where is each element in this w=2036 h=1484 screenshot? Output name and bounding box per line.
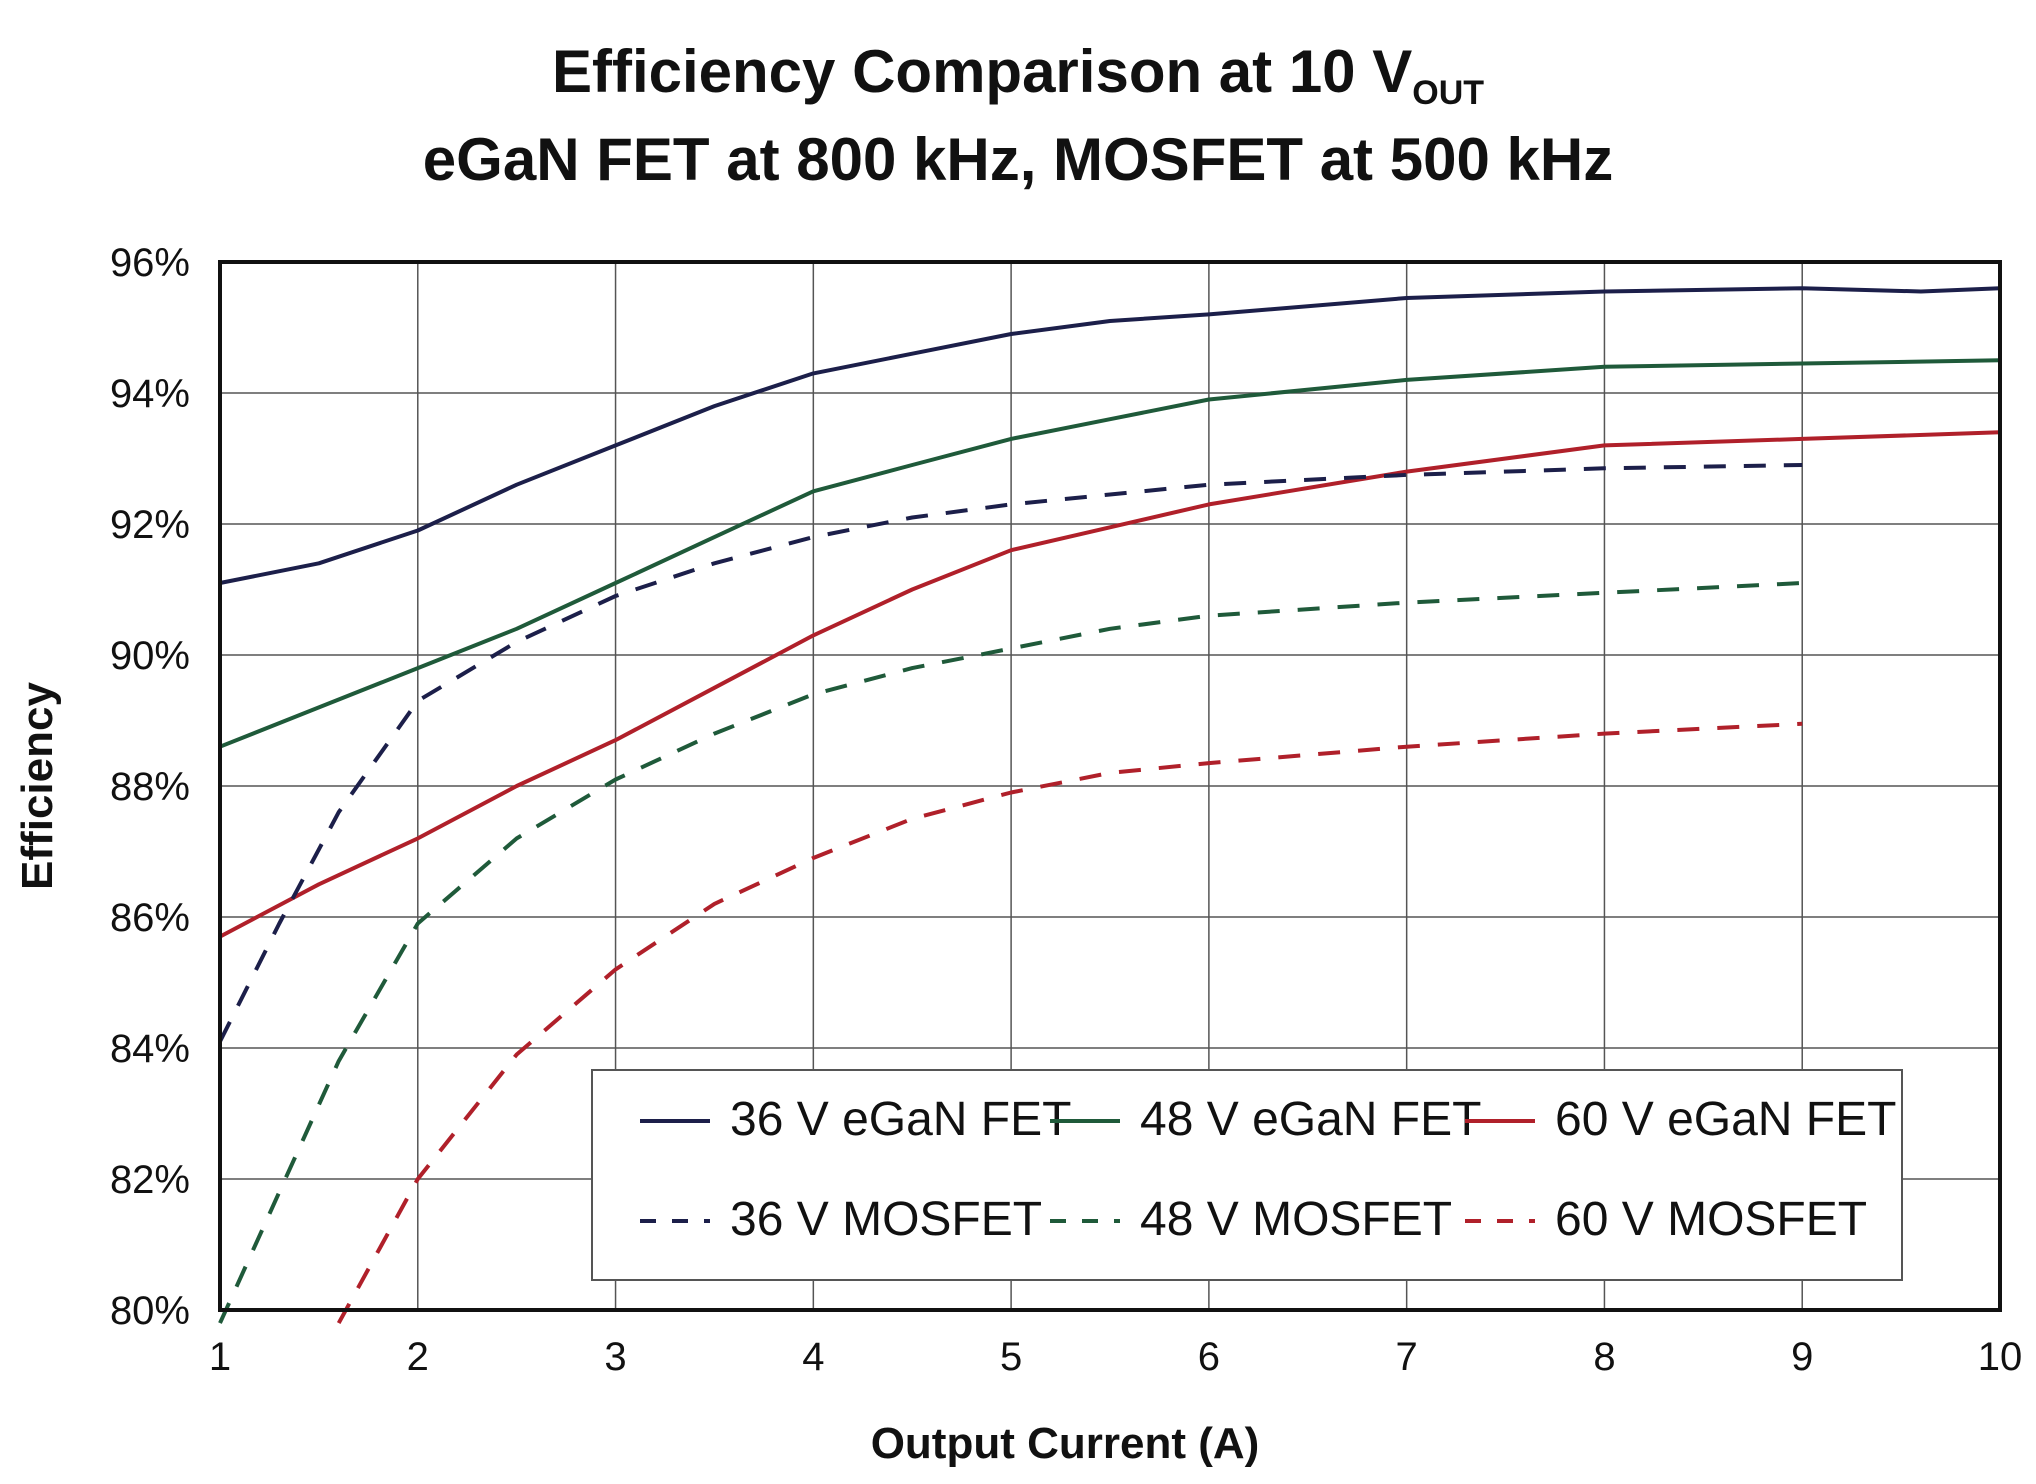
legend-label: 36 V eGaN FET [730,1093,1071,1146]
y-tick-label: 94% [110,372,190,416]
x-tick-labels: 1 2 3 4 5 6 7 8 9 10 [209,1335,2022,1379]
x-tick-label: 2 [407,1335,429,1379]
y-tick-label: 84% [110,1027,190,1071]
legend-box [591,1069,1903,1281]
x-tick-label: 5 [1000,1335,1022,1379]
x-tick-label: 3 [604,1335,626,1379]
legend-label: 36 V MOSFET [730,1193,1042,1246]
series-line-2 [219,430,2001,939]
series-line-4 [218,581,1803,1324]
series-line-0 [219,286,2001,585]
series-line-1 [219,358,2001,749]
y-tick-label: 96% [110,241,190,285]
chart-title-line1: Efficiency Comparison at 10 VOUT [552,38,1484,112]
x-tick-label: 7 [1396,1335,1418,1379]
legend-label: 60 V MOSFET [1555,1193,1867,1246]
series-line-5 [336,721,1803,1325]
legend-label: 48 V MOSFET [1140,1193,1452,1246]
y-tick-labels: 80% 82% 84% 86% 88% 90% 92% 94% 96% [110,241,190,1333]
legend-label: 60 V eGaN FET [1555,1093,1896,1146]
x-tick-label: 4 [802,1335,824,1379]
y-tick-label: 80% [110,1289,190,1333]
x-tick-label: 1 [209,1335,231,1379]
x-axis-title: Output Current (A) [871,1419,1260,1468]
x-tick-label: 9 [1791,1335,1813,1379]
x-tick-label: 10 [1978,1335,2023,1379]
x-tick-label: 6 [1198,1335,1220,1379]
legend-label: 48 V eGaN FET [1140,1093,1481,1146]
legend: 36 V eGaN FET 48 V eGaN FET 60 V eGaN FET 3… [591,1069,1903,1281]
plot-frame [218,260,2002,1312]
y-tick-label: 88% [110,765,190,809]
y-tick-label: 90% [110,634,190,678]
chart-title-subscript: OUT [1412,74,1484,112]
x-tick-label: 8 [1593,1335,1615,1379]
y-tick-label: 86% [110,896,190,940]
series-group [218,286,2001,1325]
chart-title-line2: eGaN FET at 800 kHz, MOSFET at 500 kHz [423,126,1613,193]
chart-title-main: Efficiency Comparison at 10 V [552,38,1412,105]
y-tick-label: 92% [110,503,190,547]
y-axis-title: Efficiency [13,682,62,890]
y-tick-label: 82% [110,1158,190,1202]
